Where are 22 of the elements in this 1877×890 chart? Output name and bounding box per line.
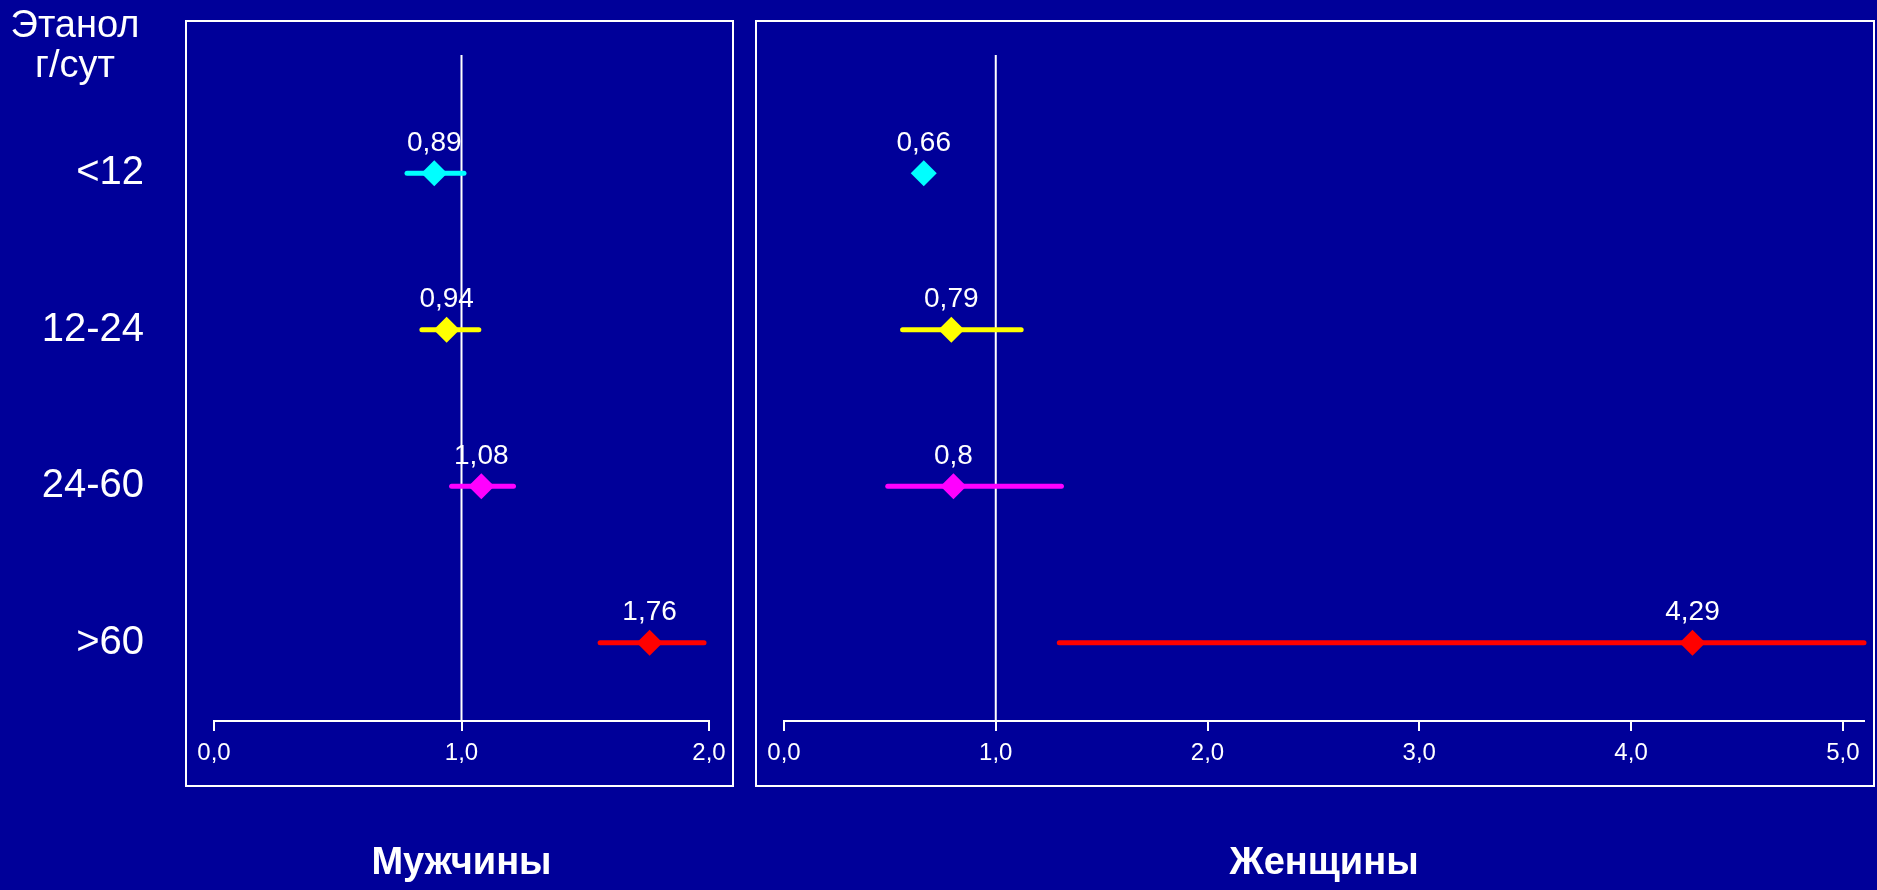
data-label: 0,89 xyxy=(407,125,462,157)
x-tick-label: 2,0 xyxy=(1190,738,1225,766)
data-label: 0,66 xyxy=(896,125,952,157)
data-label: 0,8 xyxy=(933,438,973,470)
y-tick-label: >60 xyxy=(76,617,144,662)
x-tick-label: 5,0 xyxy=(1826,738,1860,766)
data-label: 0,79 xyxy=(924,282,979,314)
x-tick-label: 3,0 xyxy=(1402,738,1436,766)
x-tick-label: 0,0 xyxy=(767,738,801,766)
x-tick-label: 1,0 xyxy=(979,738,1013,766)
x-axis-title: Мужчины xyxy=(371,839,552,882)
data-label: 4,29 xyxy=(1665,595,1720,627)
x-tick-label: 4,0 xyxy=(1614,738,1648,766)
x-axis-title: Женщины xyxy=(1228,839,1419,882)
y-tick-label: <12 xyxy=(76,148,144,193)
data-label: 1,76 xyxy=(622,595,677,627)
y-tick-label: 24-60 xyxy=(41,461,144,506)
x-tick-label: 2,0 xyxy=(692,738,726,766)
y-tick-label: 12-24 xyxy=(41,304,144,349)
y-axis-title: Этанол г/сут xyxy=(10,3,140,86)
x-tick-label: 0,0 xyxy=(197,738,231,766)
x-tick-label: 1,0 xyxy=(444,738,479,766)
